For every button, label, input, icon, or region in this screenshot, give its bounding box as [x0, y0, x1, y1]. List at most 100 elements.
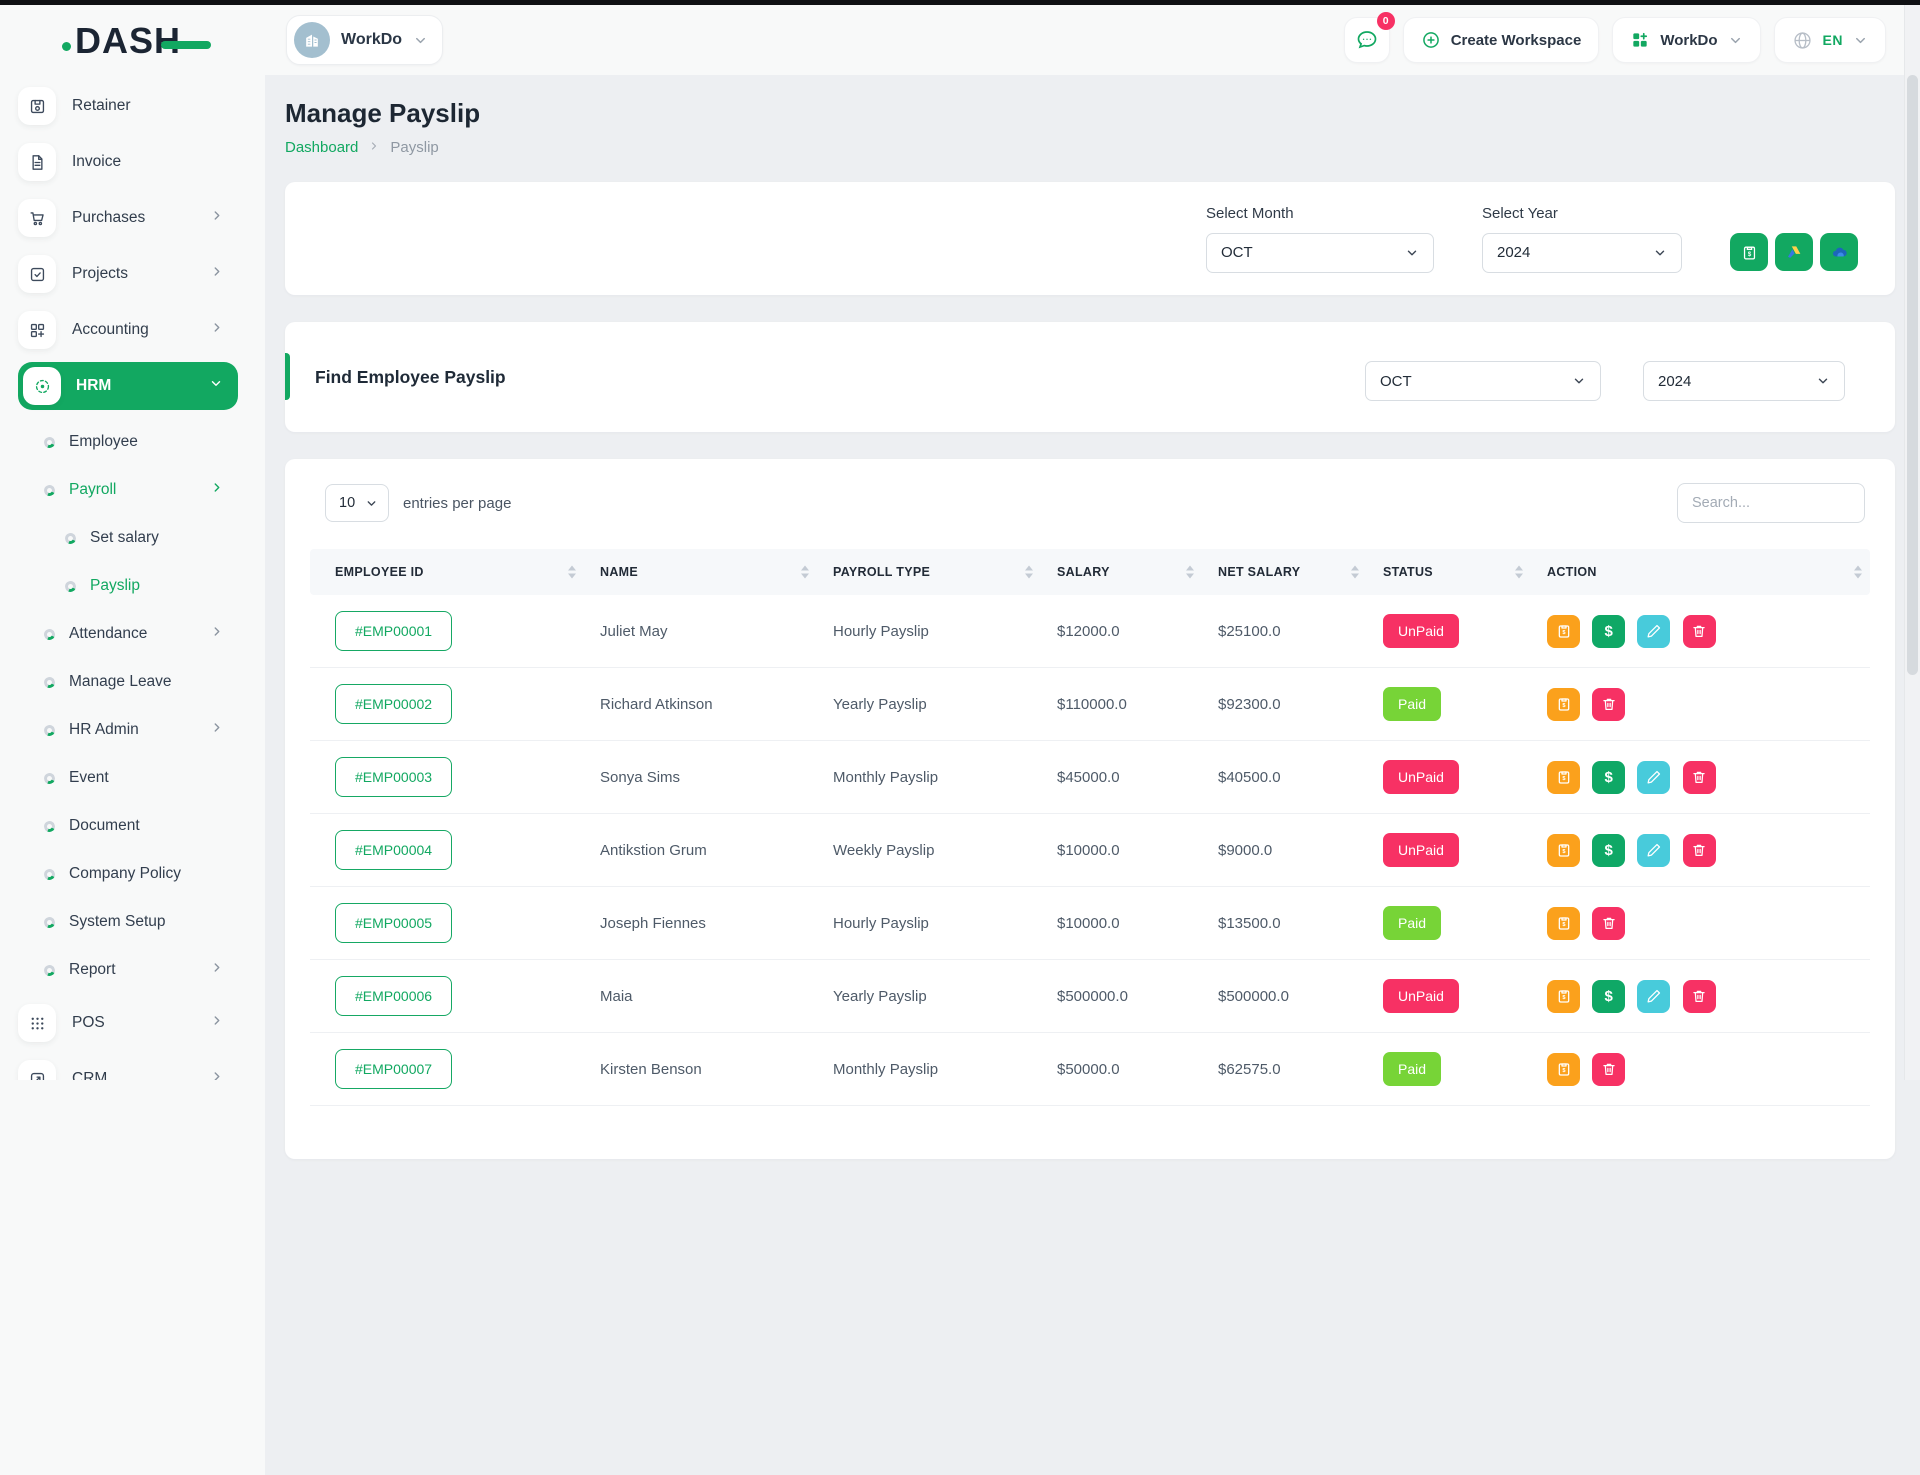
- payment-button[interactable]: $: [1592, 979, 1626, 1013]
- column-header-salary[interactable]: SALARY: [1057, 549, 1218, 595]
- status-badge: Paid: [1383, 906, 1442, 940]
- trash-icon: [1603, 698, 1615, 710]
- payslip-filter-card: Select Month OCT Select Year 2024 $: [285, 182, 1895, 295]
- payslip-table: EMPLOYEE ID NAME PAYROLL TYPE SALARY NET…: [310, 549, 1870, 1106]
- create-workspace-button[interactable]: Create Workspace: [1402, 17, 1600, 63]
- entries-per-page-select[interactable]: 10: [325, 484, 389, 522]
- payslip-clipboard-icon: $: [1558, 844, 1569, 857]
- scrollbar-thumb[interactable]: [1907, 75, 1918, 675]
- edit-button[interactable]: [1637, 979, 1671, 1013]
- sidebar-item-employee[interactable]: Employee: [0, 418, 265, 466]
- workspace-menu-button[interactable]: WorkDo: [1612, 17, 1761, 63]
- table-row: #EMP00001 Juliet May Hourly Payslip $120…: [310, 595, 1870, 668]
- payslip-button[interactable]: $: [1547, 614, 1580, 648]
- find-month-select[interactable]: OCT: [1365, 361, 1601, 401]
- sidebar-item-label: Retainer: [72, 97, 131, 114]
- chevron-right-icon: [210, 481, 224, 500]
- sidebar-item-purchases[interactable]: Purchases: [0, 194, 265, 242]
- payslip-button[interactable]: $: [1547, 687, 1580, 721]
- language-menu-button[interactable]: EN: [1773, 17, 1886, 63]
- sidebar-item-label: Attendance: [69, 625, 148, 642]
- messages-button[interactable]: 0: [1343, 12, 1395, 63]
- sidebar-item-manage-leave[interactable]: Manage Leave: [0, 658, 265, 706]
- bulk-payment-button[interactable]: $: [1730, 233, 1768, 271]
- employee-id-link[interactable]: #EMP00001: [335, 611, 453, 651]
- sidebar-item-document[interactable]: Document: [0, 802, 265, 850]
- column-header-payroll-type[interactable]: PAYROLL TYPE: [833, 549, 1057, 595]
- svg-text:$: $: [1747, 251, 1751, 257]
- year-select[interactable]: 2024: [1482, 232, 1682, 273]
- column-header-status[interactable]: STATUS: [1383, 549, 1547, 595]
- sidebar-item-set-salary[interactable]: Set salary: [0, 514, 265, 562]
- employee-id-link[interactable]: #EMP00002: [335, 684, 453, 724]
- payslip-button[interactable]: $: [1547, 979, 1580, 1013]
- sidebar-item-system-setup[interactable]: System Setup: [0, 898, 265, 946]
- sidebar-item-invoice[interactable]: Invoice: [0, 138, 265, 186]
- dollar-icon: $: [1604, 841, 1613, 859]
- employee-id-link[interactable]: #EMP00007: [335, 1049, 453, 1089]
- column-header-action[interactable]: ACTION: [1547, 549, 1870, 595]
- edit-button[interactable]: [1637, 833, 1671, 867]
- delete-button[interactable]: [1682, 760, 1716, 794]
- payment-button[interactable]: $: [1592, 760, 1626, 794]
- payment-button[interactable]: $: [1592, 833, 1626, 867]
- sidebar-item-crm[interactable]: CRM: [0, 1055, 265, 1080]
- salary: $110000.0: [1057, 667, 1218, 741]
- bullet-icon: [42, 914, 57, 930]
- sidebar-item-label: Set salary: [90, 529, 159, 546]
- sidebar-item-label: Payroll: [69, 481, 117, 498]
- purchases-icon: [18, 199, 56, 237]
- column-header-name[interactable]: NAME: [600, 549, 833, 595]
- sidebar-item-payslip[interactable]: Payslip: [0, 562, 265, 610]
- sidebar-item-retainer[interactable]: Retainer: [0, 82, 265, 130]
- sidebar-item-report[interactable]: Report: [0, 946, 265, 994]
- payslip-button[interactable]: $: [1547, 760, 1580, 794]
- dollar-icon: $: [1604, 768, 1613, 786]
- sidebar-item-projects[interactable]: Projects: [0, 250, 265, 298]
- bullet-icon: [42, 818, 57, 834]
- column-header-employee-id[interactable]: EMPLOYEE ID: [310, 549, 600, 595]
- sidebar-item-attendance[interactable]: Attendance: [0, 610, 265, 658]
- month-select[interactable]: OCT: [1206, 232, 1434, 273]
- breadcrumb-current: Payslip: [390, 139, 439, 156]
- edit-button[interactable]: [1637, 760, 1671, 794]
- sidebar-item-accounting[interactable]: Accounting: [0, 306, 265, 354]
- sidebar-item-hr-admin[interactable]: HR Admin: [0, 706, 265, 754]
- employee-id-link[interactable]: #EMP00005: [335, 903, 453, 943]
- delete-button[interactable]: [1592, 906, 1626, 940]
- svg-text:$: $: [1562, 922, 1566, 928]
- sidebar-item-company-policy[interactable]: Company Policy: [0, 850, 265, 898]
- dash-logo[interactable]: DASH: [62, 22, 212, 60]
- delete-button[interactable]: [1592, 687, 1626, 721]
- payslip-clipboard-icon: $: [1558, 771, 1569, 784]
- delete-button[interactable]: [1592, 1052, 1626, 1086]
- employee-id-link[interactable]: #EMP00006: [335, 976, 453, 1016]
- sidebar-item-label: Projects: [72, 265, 128, 282]
- delete-button[interactable]: [1682, 833, 1716, 867]
- sidebar-item-event[interactable]: Event: [0, 754, 265, 802]
- sidebar-item-label: CRM: [72, 1070, 108, 1080]
- onedrive-button[interactable]: [1820, 233, 1858, 271]
- employee-id-link[interactable]: #EMP00004: [335, 830, 453, 870]
- edit-button[interactable]: [1637, 614, 1671, 648]
- payslip-button[interactable]: $: [1547, 906, 1580, 940]
- employee-id-link[interactable]: #EMP00003: [335, 757, 453, 797]
- sidebar-item-payroll[interactable]: Payroll: [0, 466, 265, 514]
- workspace-selector[interactable]: WorkDo: [286, 15, 444, 65]
- payslip-button[interactable]: $: [1547, 833, 1580, 867]
- google-drive-button[interactable]: [1775, 233, 1813, 271]
- breadcrumb-dashboard-link[interactable]: Dashboard: [285, 139, 359, 156]
- invoice-icon: [18, 143, 56, 181]
- sidebar-item-hrm[interactable]: HRM: [18, 362, 238, 410]
- column-header-net-salary[interactable]: NET SALARY: [1218, 549, 1383, 595]
- search-input[interactable]: [1677, 483, 1865, 523]
- select-year-label: Select Year: [1482, 204, 1558, 222]
- payment-button[interactable]: $: [1592, 614, 1626, 648]
- vertical-scrollbar[interactable]: [1904, 5, 1920, 1080]
- month-select-value: OCT: [1221, 244, 1253, 261]
- delete-button[interactable]: [1682, 614, 1716, 648]
- payslip-button[interactable]: $: [1547, 1052, 1580, 1086]
- sidebar-item-pos[interactable]: POS: [0, 999, 265, 1047]
- find-year-select[interactable]: 2024: [1643, 361, 1845, 401]
- delete-button[interactable]: [1682, 979, 1716, 1013]
